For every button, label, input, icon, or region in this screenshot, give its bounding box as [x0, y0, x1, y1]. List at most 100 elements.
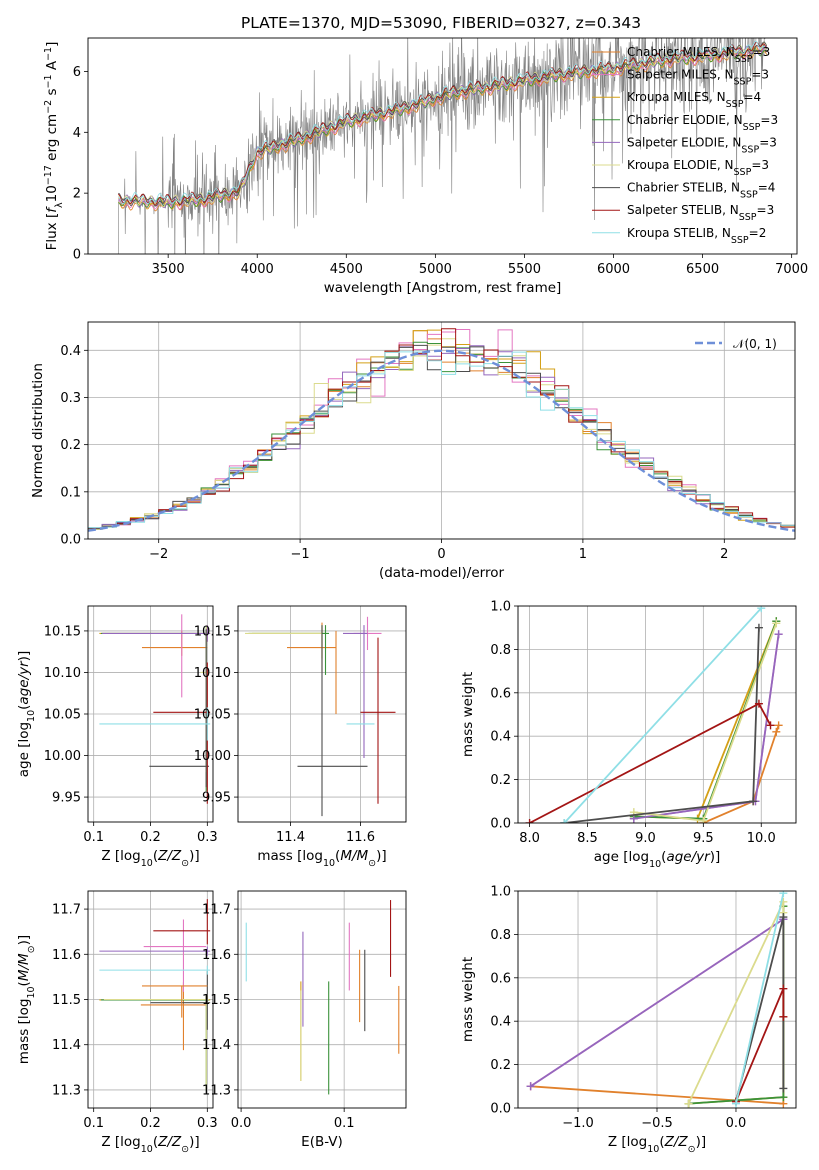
- x-tick-label: 0: [437, 547, 445, 562]
- y-tick-label: 4: [73, 126, 81, 141]
- x-tick-label: 2: [720, 547, 728, 562]
- panels: 3500 4000 4500 5000 5500 6000 6500 7000 0 2 4 6 wave…: [16, 37, 808, 1155]
- x-tick-label: 0.2: [140, 830, 161, 845]
- x-tick-label: 7000: [775, 262, 808, 277]
- plot-area: [88, 891, 213, 1108]
- y-tick-label: 1.0: [490, 600, 511, 615]
- y-tick-label: 10.15: [194, 624, 231, 639]
- y-tick-label: 11.5: [52, 993, 81, 1008]
- weight-marker-7: [749, 797, 758, 806]
- weight-marker-9: [560, 819, 569, 823]
- panel-residual-distribution: −2 −1 0 1 2 0.0 0.1 0.2 0.3 0.4 (data-model)/error…: [30, 321, 796, 581]
- x-axis-label: mass [log10(M/M⊙)]: [257, 848, 386, 869]
- y-tick-label: 11.4: [202, 1038, 231, 1053]
- x-tick-label: 0.1: [83, 830, 104, 845]
- weight-marker-6: [684, 1099, 693, 1108]
- y-tick-label: 11.3: [52, 1083, 81, 1098]
- axes-frame: [517, 605, 797, 824]
- plot-area: [518, 891, 796, 1108]
- y-tick-label: 0.6: [490, 971, 511, 986]
- axes-frame: [517, 890, 797, 1109]
- x-axis-label: wavelength [Angstrom, rest frame]: [324, 280, 562, 296]
- weight-marker-8: [779, 984, 788, 993]
- weight-line-1: [702, 725, 780, 823]
- weight-marker-7: [779, 913, 788, 922]
- weight-marker-4: [779, 1093, 788, 1102]
- model-spectrum-8: [117, 41, 768, 206]
- weight-line-3: [633, 620, 778, 820]
- weight-marker-1: [774, 721, 783, 730]
- axes-frame: [237, 605, 407, 823]
- weight-line-9: [735, 892, 785, 1104]
- residual-histogram-8: [88, 328, 795, 529]
- legend: Chabrier MILES, NSSP=3 Salpeter MILES, NS…: [592, 45, 778, 245]
- y-tick-label: 0.2: [490, 773, 511, 788]
- weight-marker-9: [779, 891, 788, 898]
- model-spectrum-1: [118, 46, 768, 212]
- legend-entry-4: Chabrier ELODIE, NSSP=3: [627, 113, 778, 133]
- x-tick-label: 1: [579, 547, 587, 562]
- panel-age-vs-Z: 0.1 0.2 0.3 9.95 10.00 10.05 10.10 10.15 Z [log1…: [16, 605, 218, 869]
- x-tick-label: 0.3: [197, 1116, 218, 1131]
- x-tick-label: −2: [149, 547, 168, 562]
- weight-marker-6: [699, 816, 708, 823]
- y-axis-label: age [log10(age/yr)]: [16, 651, 37, 777]
- normal-curve: [88, 349, 795, 532]
- legend-entry-6: Kroupa ELODIE, NSSP=3: [627, 158, 769, 178]
- y-tick-label: 11.6: [202, 948, 231, 963]
- plot-area: [88, 322, 795, 539]
- plot-area: [88, 606, 213, 822]
- y-axis-label: mass [log10(M/M⊙)]: [16, 935, 37, 1064]
- y-tick-label: 0.0: [60, 533, 81, 548]
- x-tick-label: 9.5: [693, 831, 714, 846]
- x-axis-label: (data-model)/error: [379, 565, 505, 581]
- legend-entry-9: Kroupa STELIB, NSSP=2: [627, 226, 766, 246]
- weight-marker-7: [779, 1084, 788, 1093]
- x-axis-label: Z [log10(Z/Z⊙)]: [101, 1134, 199, 1155]
- y-tick-label: 10.15: [44, 624, 81, 639]
- weight-marker-9: [731, 1099, 740, 1108]
- y-tick-label: 11.4: [52, 1038, 81, 1053]
- x-tick-label: 5000: [419, 262, 452, 277]
- weight-line-5: [530, 918, 784, 1088]
- y-axis-label: Normed distribution: [30, 363, 46, 498]
- x-tick-label: 0.0: [726, 1116, 747, 1131]
- y-tick-label: 0.8: [490, 643, 511, 658]
- legend-entry-8: Salpeter STELIB, NSSP=3: [627, 203, 774, 223]
- weight-marker-8: [525, 819, 534, 823]
- weight-marker-6: [772, 619, 781, 628]
- y-tick-label: 6: [73, 65, 81, 80]
- y-tick-label: 11.5: [202, 993, 231, 1008]
- axes-frame: [237, 890, 407, 1109]
- legend-entry-7: Chabrier STELIB, NSSP=4: [627, 181, 775, 201]
- x-tick-label: 10.0: [747, 831, 776, 846]
- weight-marker-9: [757, 606, 766, 613]
- x-tick-label: 4000: [241, 262, 274, 277]
- x-tick-label: 6000: [597, 262, 630, 277]
- weight-marker-5: [774, 630, 783, 639]
- x-tick-label: 0.1: [334, 1116, 355, 1131]
- y-tick-label: 10.05: [44, 708, 81, 723]
- legend-entry-normal: 𝒩(0, 1): [733, 337, 777, 351]
- panel-mass-vs-Z: 0.1 0.2 0.3 11.3 11.4 11.5 11.6 11.7 Z [log10(Z/…: [16, 890, 218, 1155]
- plot-area: [518, 606, 796, 823]
- legend-entry-2: Salpeter MILES, NSSP=3: [627, 68, 769, 88]
- axes-frame: [87, 37, 798, 255]
- y-tick-label: 0.2: [60, 438, 81, 453]
- x-tick-label: −1: [291, 547, 310, 562]
- y-tick-label: 0.4: [490, 730, 511, 745]
- weight-line-7: [564, 627, 760, 823]
- axes-frame: [87, 605, 214, 823]
- y-tick-label: 11.3: [202, 1083, 231, 1098]
- plot-area: [117, 38, 768, 254]
- y-tick-label: 10.00: [194, 749, 231, 764]
- x-tick-label: 9.0: [635, 831, 656, 846]
- x-tick-label: 5500: [508, 262, 541, 277]
- y-tick-label: 0.4: [60, 344, 81, 359]
- legend-entry-1: Chabrier MILES, NSSP=3: [627, 45, 770, 65]
- x-tick-label: −0.5: [641, 1116, 673, 1131]
- y-axis-label: mass weight: [460, 957, 476, 1042]
- weight-line-9: [563, 607, 762, 823]
- y-axis-label: Flux [fλ10−17 erg cm−2 s−1 A−1]: [43, 42, 65, 251]
